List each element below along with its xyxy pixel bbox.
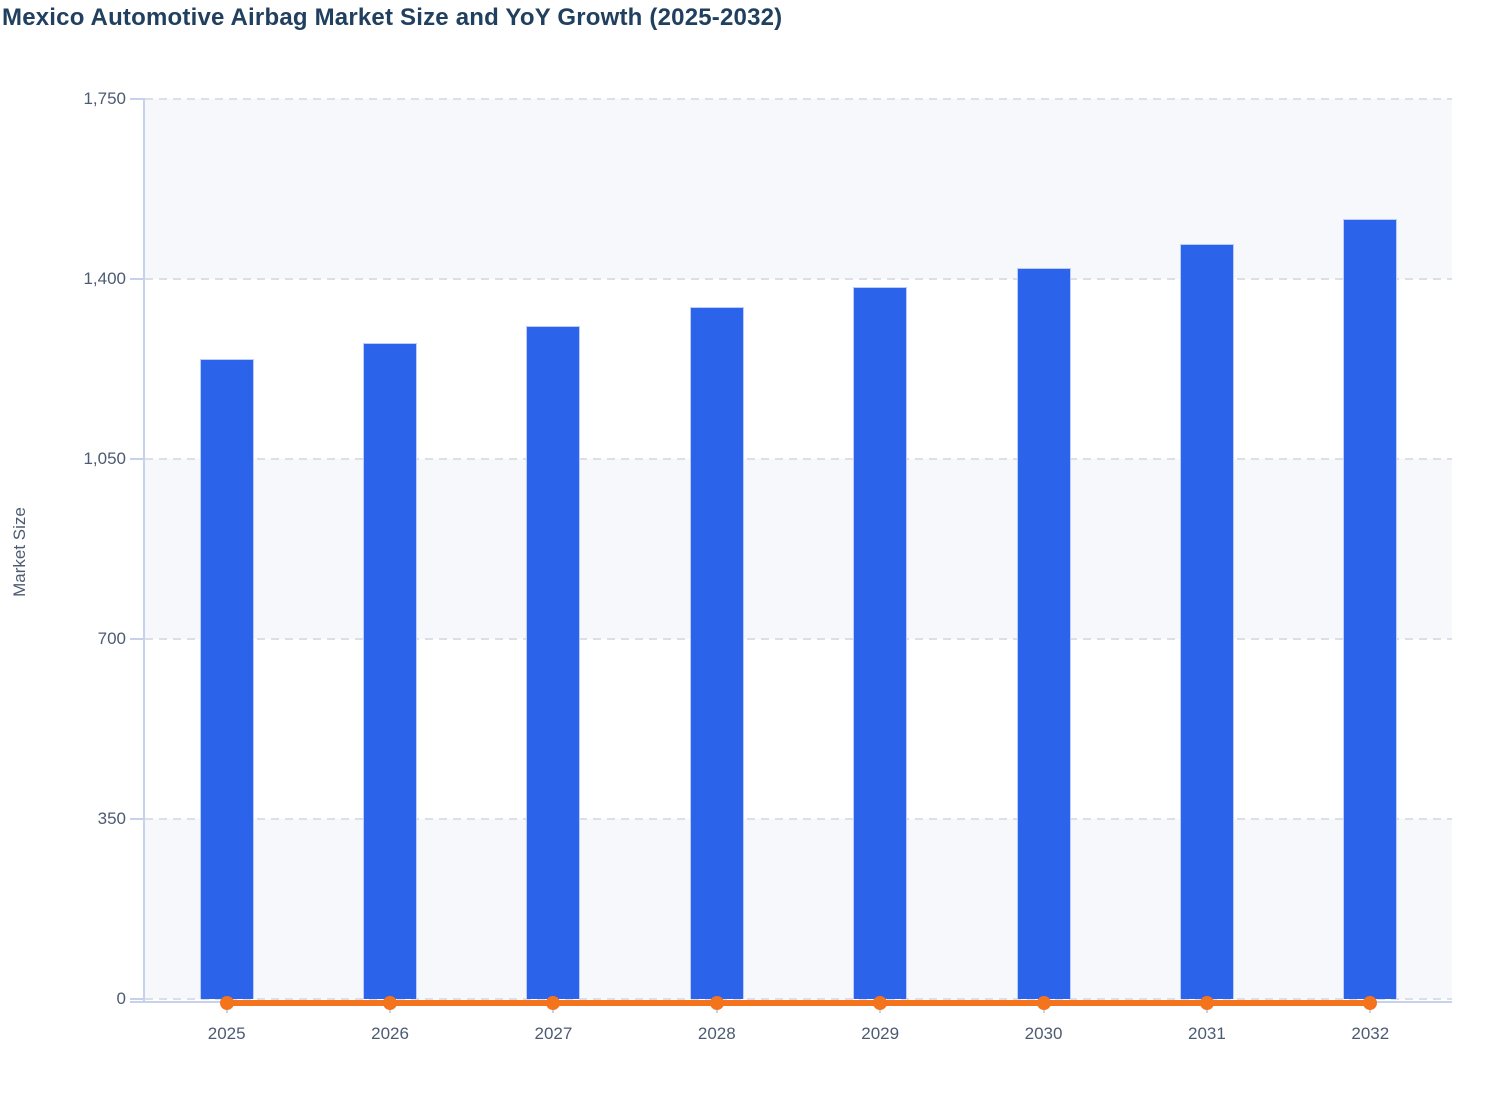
chart-title: Mexico Automotive Airbag Market Size and…	[2, 4, 783, 31]
y-axis-title: Market Size	[10, 507, 29, 597]
yoy-growth-line	[226, 1000, 1371, 1006]
x-tick-label: 2025	[207, 1024, 246, 1043]
plot-area: 2025 2026 2027 2028 2029 2030 2031 2032	[130, 98, 1452, 1043]
bar-2029	[853, 286, 908, 999]
bar-2026	[363, 343, 418, 999]
gridline-1050	[145, 458, 1452, 460]
y-tick-mark	[130, 998, 145, 1000]
bar-2027	[526, 325, 581, 999]
yoy-point-2027	[546, 996, 561, 1010]
gridline-1400	[145, 278, 1452, 280]
bar-2025	[199, 359, 254, 999]
yoy-point-2028	[709, 996, 724, 1010]
gridline-350	[145, 818, 1452, 820]
y-tick-mark	[130, 458, 145, 460]
x-tick-label: 2029	[861, 1024, 900, 1043]
x-tick-label: 2026	[371, 1024, 409, 1043]
x-tick-label: 2030	[1024, 1024, 1063, 1043]
yoy-point-2025	[219, 996, 234, 1010]
yoy-point-2032	[1363, 996, 1378, 1010]
yoy-point-2030	[1036, 996, 1051, 1010]
y-tick-mark	[130, 638, 145, 640]
bar-2032	[1343, 218, 1398, 999]
gridline-700	[145, 638, 1452, 640]
x-tick-label: 2031	[1188, 1024, 1226, 1043]
y-tick-label: 1,750	[83, 89, 126, 108]
yoy-point-2026	[383, 996, 398, 1010]
y-tick-label: 1,050	[83, 449, 126, 468]
bar-2031	[1179, 244, 1234, 999]
gridline-0	[145, 998, 1452, 1000]
x-tick-label: 2028	[697, 1024, 736, 1043]
y-tick-mark	[130, 818, 145, 820]
plot-band	[145, 819, 1452, 999]
y-tick-label: 0	[116, 989, 126, 1008]
gridline-1750	[145, 98, 1452, 101]
yoy-point-2031	[1199, 996, 1214, 1010]
bar-2030	[1016, 267, 1071, 999]
y-tick-label: 700	[97, 629, 126, 648]
y-tick-label: 350	[97, 809, 126, 828]
y-tick-label: 1,400	[83, 269, 126, 288]
y-tick-mark	[130, 278, 145, 280]
y-axis-line	[143, 99, 145, 1003]
bar-2028	[689, 306, 744, 999]
x-tick-label: 2032	[1351, 1024, 1390, 1043]
y-tick-mark	[130, 98, 145, 100]
plot-band	[145, 99, 1452, 279]
x-tick-label: 2027	[534, 1024, 573, 1043]
plot-band	[145, 459, 1452, 639]
yoy-point-2029	[873, 996, 888, 1010]
